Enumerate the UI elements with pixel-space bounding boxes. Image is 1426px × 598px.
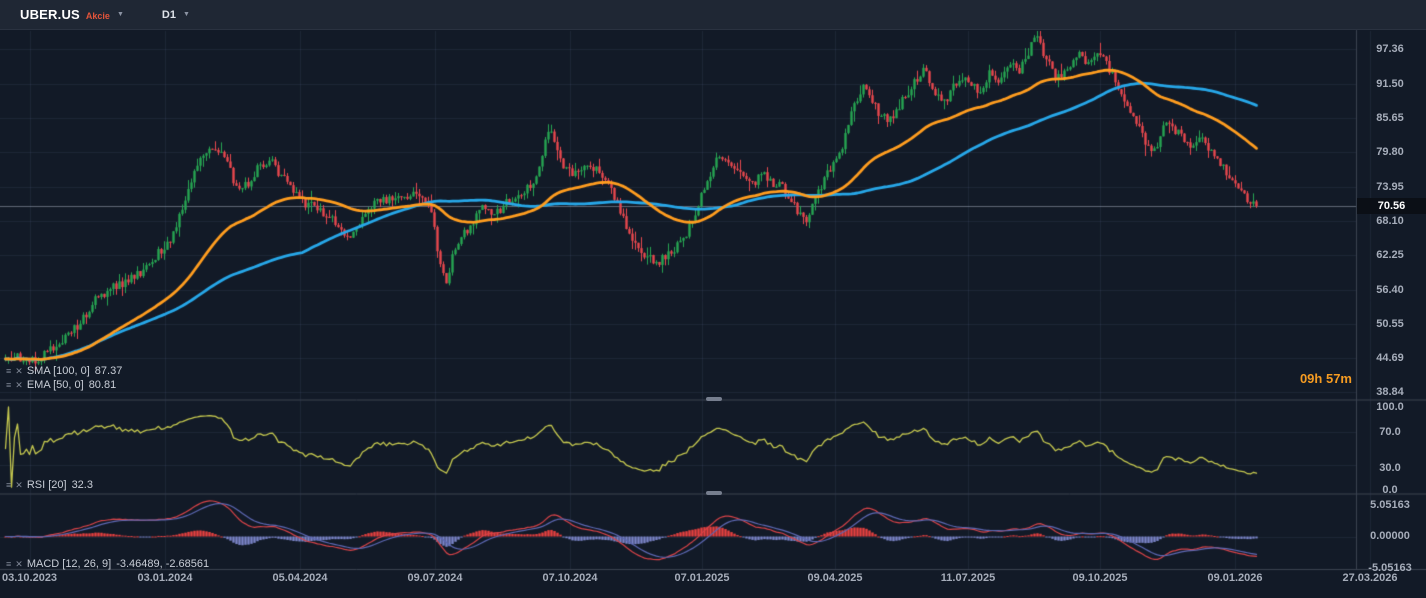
pane-resize-handle[interactable] (706, 491, 722, 495)
time-axis-tick: 09.07.2024 (407, 572, 463, 584)
main-pane-legend: ≡ ✕ SMA [100, 0] 87.37 ≡ ✕ EMA [50, 0] 80.… (6, 364, 122, 392)
pane-resize-handle[interactable] (706, 397, 722, 401)
time-axis-tick: 05.04.2024 (272, 572, 328, 584)
topbar: UBER.US Akcie ▼ D1 ▼ (0, 0, 1426, 30)
chevron-down-icon: ▼ (116, 11, 124, 18)
current-price-badge: 70.56 (1357, 198, 1426, 214)
legend-row-macd: ≡ ✕ MACD [12, 26, 9] -3.46489, -2.68561 (6, 557, 209, 571)
rsi-pane-legend: ≡ ✕ RSI [20] 32.3 (6, 478, 93, 492)
time-axis-tick: 03.10.2023 (2, 572, 58, 584)
bar-countdown-timer: 09h 57m (1299, 371, 1352, 386)
indicator-settings-icon[interactable]: ≡ (6, 366, 12, 376)
indicator-settings-icon[interactable]: ≡ (6, 380, 12, 390)
time-axis-tick: 07.01.2025 (674, 572, 730, 584)
indicator-remove-icon[interactable]: ✕ (15, 480, 23, 490)
chevron-down-icon: ▼ (182, 11, 190, 18)
indicator-remove-icon[interactable]: ✕ (15, 380, 23, 390)
indicator-remove-icon[interactable]: ✕ (15, 559, 23, 569)
legend-row-sma: ≡ ✕ SMA [100, 0] 87.37 (6, 364, 122, 378)
macd-pane-legend: ≡ ✕ MACD [12, 26, 9] -3.46489, -2.68561 (6, 557, 209, 571)
rsi-legend-label: RSI [20] 32.3 (27, 479, 93, 491)
symbol-label: UBER.US (20, 7, 80, 22)
symbol-selector[interactable]: UBER.US Akcie ▼ (20, 7, 124, 22)
macd-name: MACD [12, 26, 9] (26, 558, 112, 570)
sma-legend-label: SMA [100, 0] 87.37 (27, 365, 123, 377)
indicator-remove-icon[interactable]: ✕ (15, 366, 23, 376)
time-axis[interactable]: 03.10.2023 03.01.2024 05.04.2024 09.07.2024… (0, 572, 1426, 598)
sma-name: SMA [100, 0] (26, 365, 90, 377)
legend-row-rsi: ≡ ✕ RSI [20] 32.3 (6, 478, 93, 492)
macd-value: -3.46489, -2.68561 (116, 558, 210, 570)
ema-legend-label: EMA [50, 0] 80.81 (27, 379, 116, 391)
ema-name: EMA [50, 0] (26, 379, 84, 391)
time-axis-tick: 11.07.2025 (940, 572, 996, 584)
macd-legend-label: MACD [12, 26, 9] -3.46489, -2.68561 (27, 558, 209, 570)
legend-row-ema: ≡ ✕ EMA [50, 0] 80.81 (6, 378, 122, 392)
rsi-value: 32.3 (71, 479, 93, 491)
timeframe-selector[interactable]: D1 ▼ (162, 9, 190, 21)
indicator-settings-icon[interactable]: ≡ (6, 480, 12, 490)
indicator-settings-icon[interactable]: ≡ (6, 559, 12, 569)
time-axis-tick: 03.01.2024 (137, 572, 193, 584)
ema-value: 80.81 (88, 379, 117, 391)
instrument-type-badge: Akcie (85, 10, 110, 21)
sma-value: 87.37 (94, 365, 123, 377)
rsi-name: RSI [20] (26, 479, 67, 491)
time-axis-tick: 27.03.2026 (1342, 572, 1398, 584)
time-axis-tick: 09.10.2025 (1072, 572, 1128, 584)
time-axis-tick: 07.10.2024 (542, 572, 598, 584)
time-axis-tick: 09.01.2026 (1207, 572, 1263, 584)
timeframe-label: D1 (161, 8, 176, 21)
time-axis-tick: 09.04.2025 (807, 572, 863, 584)
